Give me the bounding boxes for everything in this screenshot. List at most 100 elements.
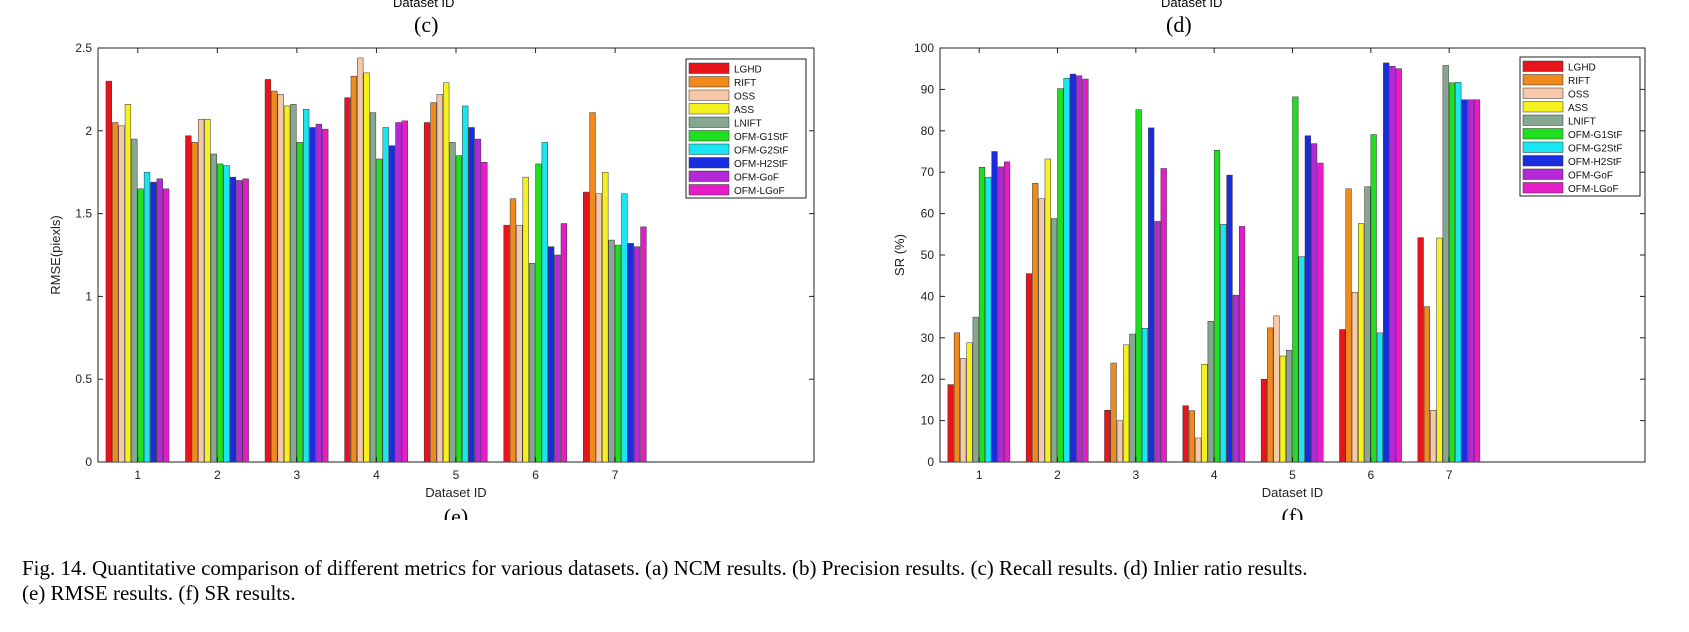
y-tick-label: 2 — [85, 124, 92, 138]
x-tick-label: 3 — [294, 468, 301, 482]
bar-lghd-5 — [423, 122, 431, 463]
legend-label-oss: OSS — [734, 92, 755, 103]
bar-ofm-lgof-3 — [322, 128, 329, 463]
bar-ofm-gof-7 — [633, 246, 641, 463]
y-tick-label: 0 — [85, 455, 92, 469]
bar-ofm-h2stf-7 — [627, 243, 634, 463]
bar-ass-3 — [283, 105, 291, 463]
bar-oss-2 — [197, 118, 205, 463]
legend-label-ass: ASS — [734, 105, 754, 116]
bar-lghd-7 — [583, 191, 590, 463]
bar-ofm-lgof-4 — [401, 120, 408, 463]
bar-ofm-h2stf-1 — [150, 181, 157, 463]
bar-ofm-lgof-1 — [162, 188, 170, 463]
bar-ofm-g2stf-4 — [382, 127, 389, 463]
x-tick-label: 2 — [214, 468, 221, 482]
bar-oss-7 — [595, 193, 603, 463]
bar-rift-4 — [350, 75, 358, 463]
bar-ofm-g2stf-3 — [303, 109, 310, 463]
bar-ofm-h2stf-6 — [548, 246, 555, 463]
legend-label-ofm-g2stf: OFM-G2StF — [734, 146, 788, 157]
bar-ofm-lgof-6 — [560, 223, 568, 463]
bar-ass-6 — [522, 176, 529, 463]
y-tick-label: 0.5 — [75, 372, 92, 386]
legend-label-ofm-h2stf: OFM-H2StF — [734, 159, 788, 170]
top-left-axis-label: Dataset ID — [393, 0, 455, 10]
x-tick-label: 1 — [134, 468, 141, 482]
bar-lnift-1 — [131, 138, 138, 463]
bar-ass-1 — [124, 104, 132, 463]
bar-lghd-3 — [264, 79, 272, 463]
bar-ofm-h2stf-2 — [229, 176, 237, 463]
legend-label-rift: RIFT — [734, 78, 756, 89]
bar-oss-6 — [516, 224, 523, 463]
bar-ofm-lgof-2 — [242, 178, 249, 463]
bar-ofm-h2stf-3 — [309, 127, 316, 463]
bar-lghd-6 — [503, 224, 510, 463]
legend-swatch-oss — [688, 89, 730, 101]
bar-rift-2 — [191, 142, 198, 463]
caption-line-1: Fig. 14. Quantitative comparison of diff… — [22, 556, 1308, 580]
legend-swatch-ofm-h2stf — [688, 157, 730, 169]
bar-ofm-g1stf-3 — [296, 142, 303, 463]
legend-swatch-ofm-g1stf — [688, 130, 730, 142]
bar-oss-5 — [436, 94, 443, 463]
bar-lnift-3 — [290, 104, 297, 463]
bar-ass-2 — [204, 118, 211, 463]
bar-ofm-h2stf-4 — [388, 145, 396, 463]
bar-ass-5 — [443, 82, 450, 463]
legend-label-ofm-gof: OFM-GoF — [734, 173, 779, 184]
figure-caption: Fig. 14. Quantitative comparison of diff… — [22, 556, 1682, 606]
bar-oss-4 — [357, 57, 364, 463]
x-axis-label: Dataset ID — [425, 485, 486, 500]
bar-lnift-7 — [608, 239, 615, 463]
x-tick-label: 7 — [612, 468, 619, 482]
bar-ofm-g1stf-1 — [137, 188, 144, 463]
bar-ofm-g1stf-4 — [376, 158, 383, 463]
bar-ofm-g1stf-6 — [535, 163, 542, 463]
legend-label-lghd: LGHD — [734, 65, 762, 76]
legend-swatch-lnift — [688, 116, 730, 128]
bar-lnift-6 — [528, 263, 536, 463]
bar-lghd-4 — [344, 97, 351, 463]
chart-sublabel: (e) — [444, 504, 468, 520]
x-tick-label: 5 — [453, 468, 460, 482]
bar-ofm-g2stf-5 — [462, 105, 469, 463]
rmse-chart: 0 0.5 1 1.5 2 2.5 1 2 3 4 5 6 7 Dataset ID RMSE(piexls… — [48, 41, 815, 520]
y-tick-label: 1.5 — [75, 207, 92, 221]
bar-lghd-2 — [185, 135, 192, 463]
bar-ofm-g2stf-2 — [223, 165, 230, 463]
x-tick-label: 4 — [373, 468, 380, 482]
bar-ofm-g1stf-5 — [455, 155, 463, 463]
bar-rift-5 — [430, 102, 437, 463]
bar-ofm-g2stf-6 — [541, 142, 548, 463]
y-axis-label: RMSE(piexls) — [48, 215, 63, 294]
bar-ofm-gof-1 — [156, 178, 163, 463]
top-left-sublabel: (c) — [414, 12, 439, 37]
bar-oss-1 — [118, 125, 125, 463]
bar-rift-7 — [589, 112, 596, 463]
bar-ofm-h2stf-5 — [468, 127, 475, 463]
bar-rift-1 — [112, 122, 119, 463]
legend-label-ofm-g1stf: OFM-G1StF — [734, 132, 788, 143]
y-tick-label: 1 — [85, 289, 92, 303]
bar-ofm-g2stf-1 — [143, 171, 151, 463]
bar-ofm-gof-2 — [236, 180, 243, 463]
bar-ofm-g1stf-2 — [217, 163, 224, 463]
bar-rift-6 — [509, 198, 517, 463]
bar-ass-4 — [363, 72, 370, 463]
legend-label-ofm-lgof: OFM-LGoF — [734, 186, 785, 197]
legend-swatch-ofm-lgof — [688, 184, 730, 196]
bar-ofm-lgof-7 — [640, 226, 647, 463]
top-right-sublabel: (d) — [1166, 12, 1192, 37]
bar-lnift-2 — [210, 153, 217, 463]
bar-lnift-5 — [449, 142, 456, 463]
legend-swatch-ofm-gof — [688, 170, 730, 182]
bar-lnift-4 — [369, 112, 377, 463]
bar-ofm-lgof-5 — [481, 162, 488, 463]
x-tick-label: 6 — [532, 468, 539, 482]
legend-swatch-lghd — [688, 62, 730, 74]
bar-rift-3 — [271, 90, 278, 463]
bar-ofm-gof-3 — [315, 123, 322, 463]
bar-ass-7 — [602, 171, 609, 463]
